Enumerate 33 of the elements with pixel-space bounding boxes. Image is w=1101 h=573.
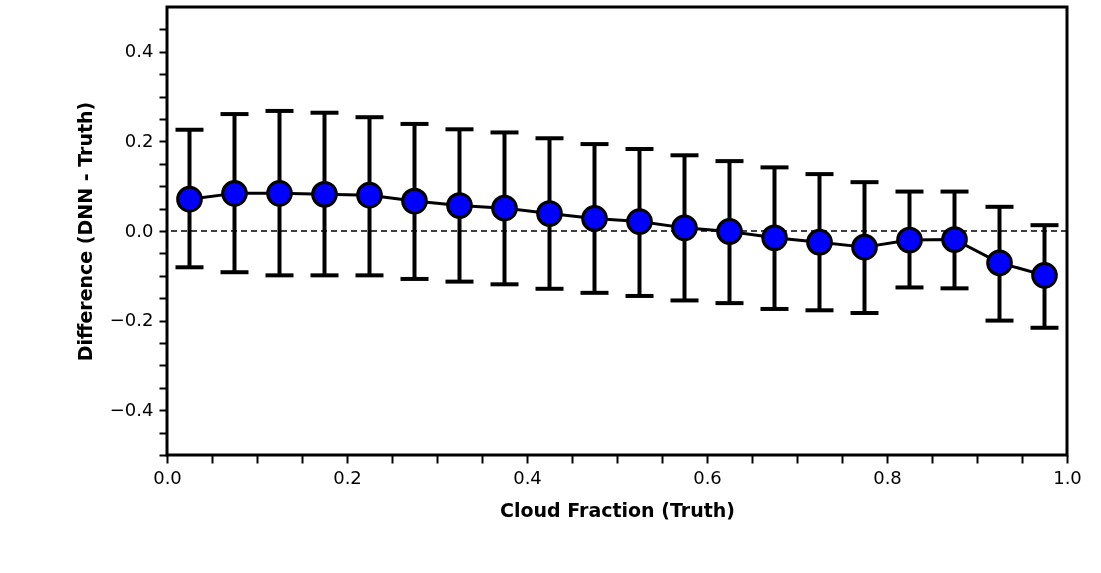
point xyxy=(626,208,653,235)
point xyxy=(311,180,338,208)
y-tick-label: 0.2 xyxy=(124,129,154,151)
x-axis-title: Cloud Fraction (Truth) xyxy=(499,498,736,521)
y-tick-label: 0.4 xyxy=(124,40,154,62)
point xyxy=(356,181,383,209)
x-tick-label: 1.0 xyxy=(1053,466,1082,488)
point xyxy=(266,180,293,207)
point xyxy=(671,214,698,242)
point xyxy=(716,218,743,245)
point xyxy=(491,194,518,222)
x-tick-label: 0.0 xyxy=(153,466,182,488)
point xyxy=(221,180,248,207)
point xyxy=(536,200,563,227)
point xyxy=(941,226,968,253)
point xyxy=(761,224,788,252)
x-tick-label: 0.4 xyxy=(513,466,542,488)
point xyxy=(896,226,923,254)
point xyxy=(176,185,203,213)
point xyxy=(401,187,428,215)
y-tick-label: −0.2 xyxy=(109,309,154,331)
point xyxy=(581,205,608,232)
y-tick-label: −0.4 xyxy=(109,398,154,420)
y-tick-label: 0.0 xyxy=(124,219,154,241)
point xyxy=(446,192,473,219)
point xyxy=(1031,262,1058,289)
point xyxy=(851,233,878,261)
point xyxy=(806,228,833,256)
point xyxy=(986,249,1013,277)
x-tick-label: 0.6 xyxy=(693,466,722,488)
x-tick-label: 0.2 xyxy=(333,466,362,488)
y-axis-title: Difference (DNN - Truth) xyxy=(73,101,96,362)
x-tick-label: 0.8 xyxy=(873,466,902,488)
